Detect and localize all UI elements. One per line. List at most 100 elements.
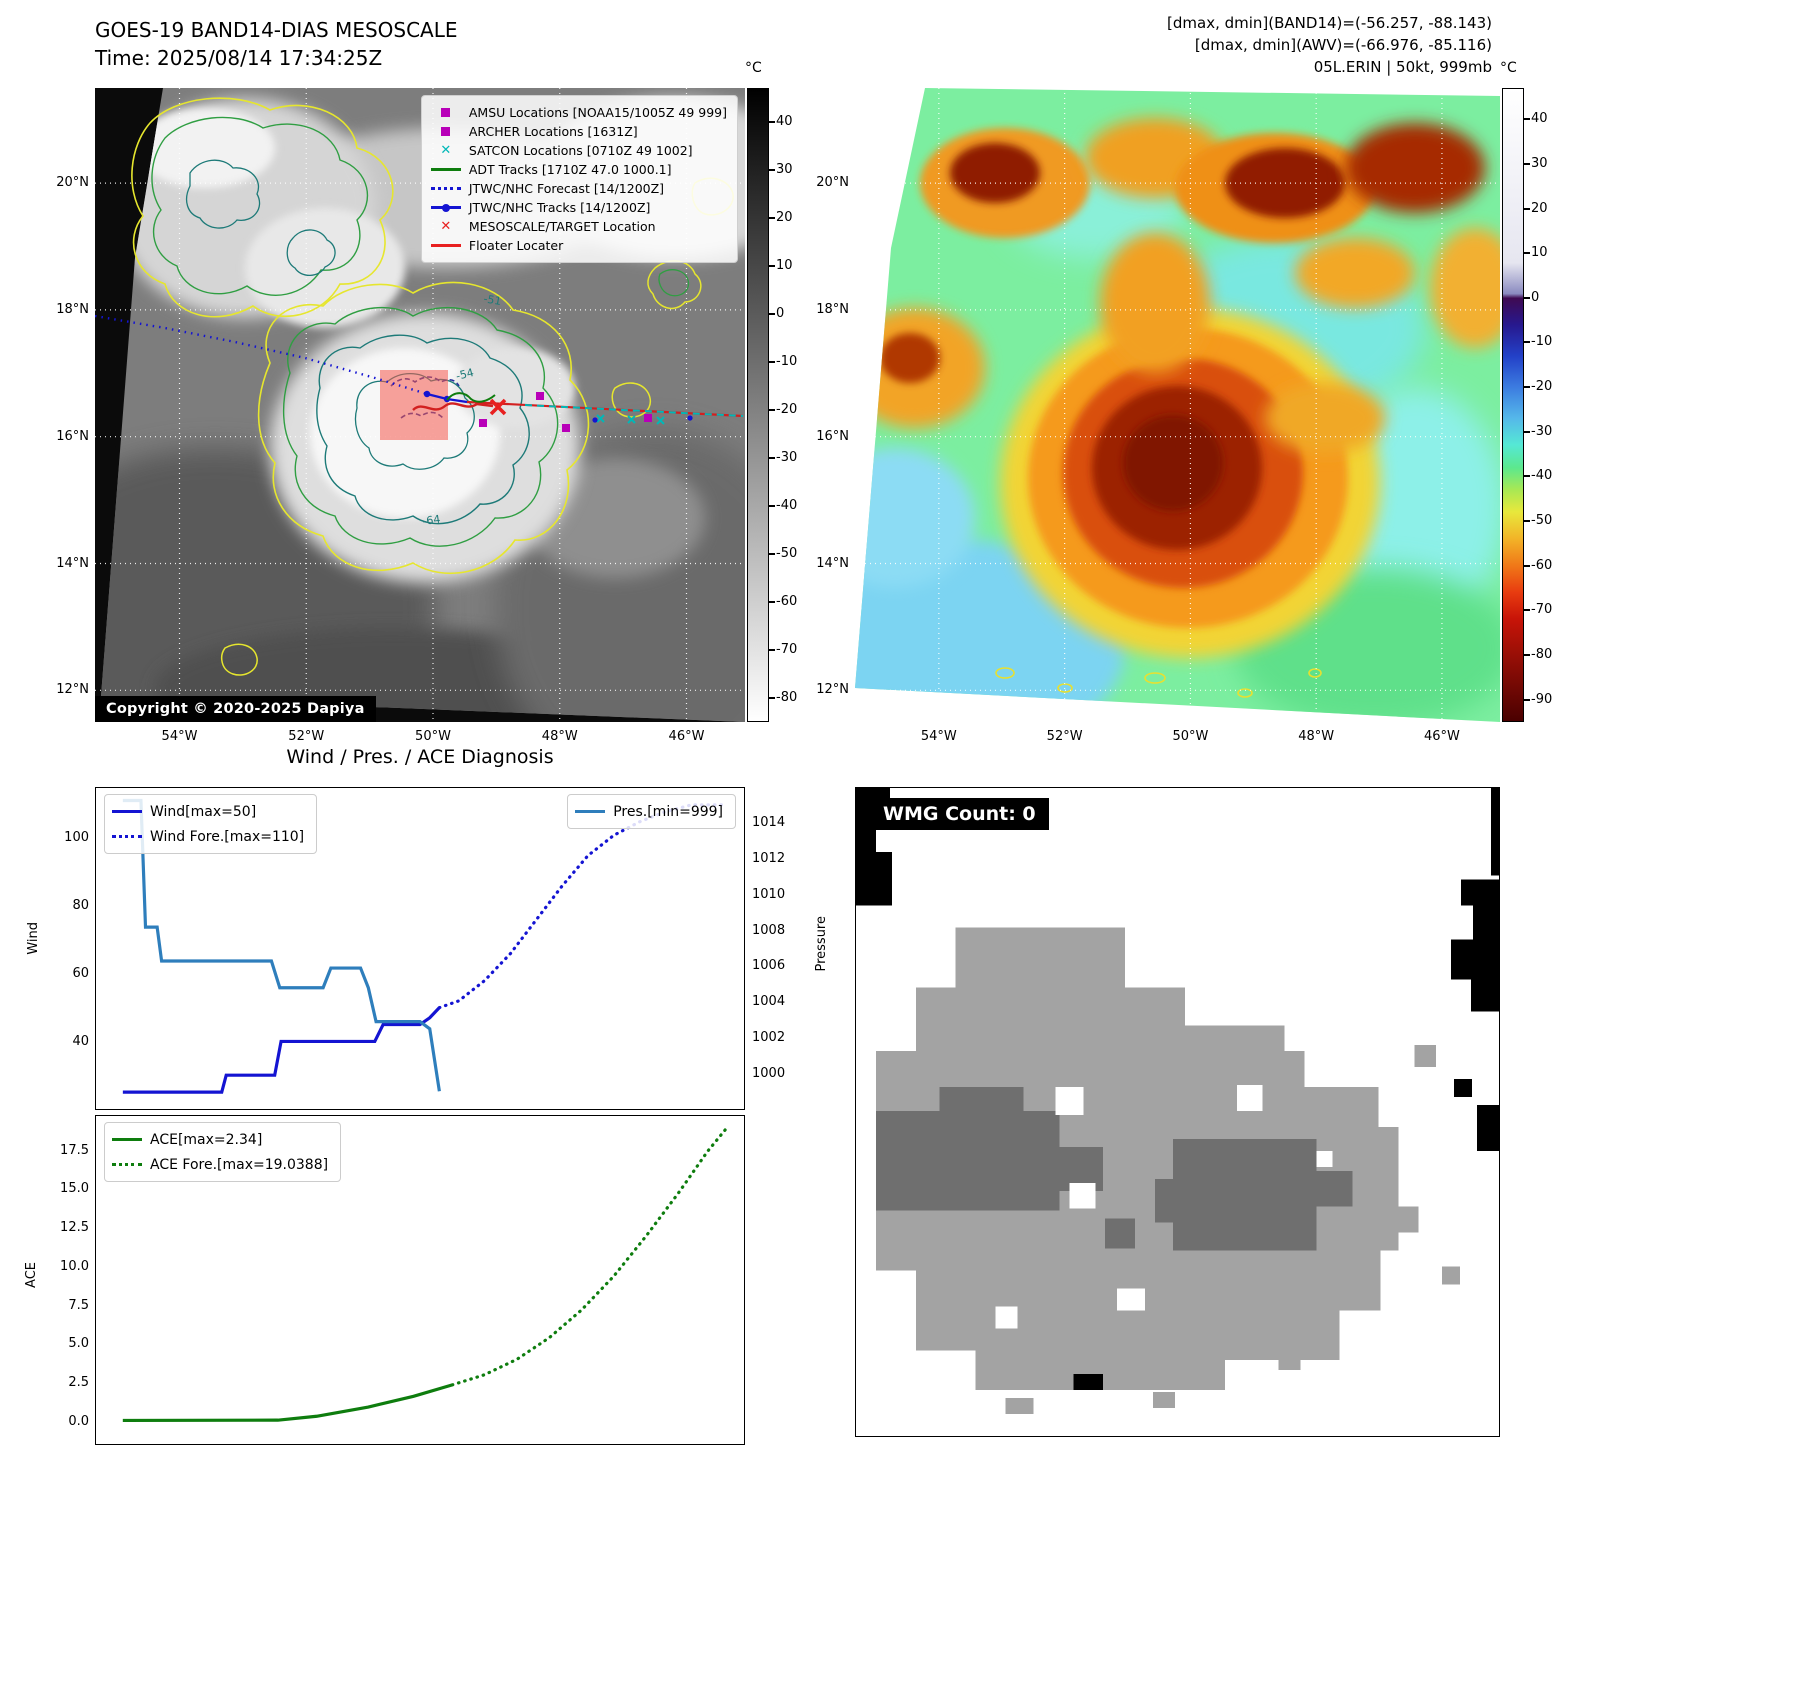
awv-satellite-image bbox=[855, 88, 1500, 722]
wind-pressure-chart: Wind[max=50] Wind Fore.[max=110] Pres.[mi… bbox=[95, 787, 745, 1110]
adt-track-line bbox=[446, 392, 496, 403]
contour-label: -54 bbox=[455, 366, 476, 383]
amsu-archer-markers bbox=[479, 392, 652, 432]
legend-item-label: Pres.[min=999] bbox=[613, 803, 723, 820]
colorbar-tick-mark bbox=[769, 120, 775, 123]
awv-colorbar-gradient bbox=[1503, 89, 1523, 721]
legend-item: ACE Fore.[max=19.0388] bbox=[111, 1152, 328, 1177]
lat-tick-label: 12°N bbox=[56, 682, 89, 698]
legend-item: JTWC/NHC Forecast [14/1200Z] bbox=[430, 179, 727, 198]
legend-item: Floater Locater bbox=[430, 236, 727, 255]
legend-item-label: ACE Fore.[max=19.0388] bbox=[150, 1156, 329, 1173]
awv-header-block: [dmax, dmin](BAND14)=(-56.257, -88.143) … bbox=[1167, 12, 1492, 78]
colorbar-tick-label: 30 bbox=[776, 161, 793, 177]
series-line bbox=[437, 803, 726, 1010]
legend-item-label: ACE[max=2.34] bbox=[150, 1131, 263, 1148]
series-line bbox=[450, 1126, 729, 1387]
colorbar-tick-label: 20 bbox=[776, 209, 793, 225]
ace-chart: ACE[max=2.34] ACE Fore.[max=19.0388] bbox=[95, 1115, 745, 1445]
lat-tick-label: 12°N bbox=[816, 682, 849, 698]
colorbar-tick-label: -30 bbox=[776, 449, 798, 465]
storm-id-intensity: 05L.ERIN | 50kt, 999mb bbox=[1313, 58, 1492, 76]
legend-item: Pres.[min=999] bbox=[574, 799, 723, 824]
band14-map-legend: AMSU Locations [NOAA15/1005Z 49 999] ARCH… bbox=[420, 95, 738, 263]
legend-item-label: JTWC/NHC Tracks [14/1200Z] bbox=[468, 200, 651, 215]
y-axis-tick-label: 1006 bbox=[752, 958, 786, 974]
mesoscale-target-box bbox=[380, 370, 448, 440]
ace-y-axis-label: ACE bbox=[24, 1262, 39, 1288]
colorbar-tick-label: -80 bbox=[776, 689, 798, 705]
y-axis-tick-label: 10.0 bbox=[60, 1258, 89, 1274]
colorbar-tick-mark bbox=[769, 504, 775, 507]
colorbar-tick-label: -80 bbox=[1531, 647, 1553, 663]
legend-item-label: Wind Fore.[max=110] bbox=[150, 828, 305, 845]
band14-title-block: GOES-19 BAND14-DIAS MESOSCALE Time: 2025… bbox=[95, 16, 458, 72]
band14-colorbar-unit: °C bbox=[745, 60, 762, 76]
colorbar-tick-mark bbox=[769, 456, 775, 459]
lat-tick-label: 16°N bbox=[816, 428, 849, 444]
lat-tick-label: 14°N bbox=[56, 555, 89, 571]
colorbar-tick-label: -20 bbox=[776, 401, 798, 417]
y-axis-tick-label: 60 bbox=[72, 966, 89, 981]
legend-item-label: MESOSCALE/TARGET Location bbox=[468, 219, 656, 234]
lat-tick-label: 16°N bbox=[56, 428, 89, 444]
wmg-count-badge: WMG Count: 0 bbox=[870, 798, 1049, 830]
y-axis-tick-label: 1010 bbox=[752, 886, 786, 902]
y-axis-tick-label: 17.5 bbox=[60, 1142, 89, 1158]
lon-tick-label: 52°W bbox=[288, 729, 325, 744]
legend-marker-dotted-icon bbox=[111, 835, 143, 838]
awv-dmax-awv: [dmax, dmin](AWV)=(-66.976, -85.116) bbox=[1194, 36, 1492, 54]
band14-map-panel: -54 -64 -51 AMSU Locations [NOAA15/1005Z… bbox=[95, 88, 745, 722]
legend-item: ADT Tracks [1710Z 47.0 1000.1] bbox=[430, 160, 727, 179]
y-axis-tick-label: 7.5 bbox=[68, 1297, 89, 1313]
legend-item-label: SATCON Locations [0710Z 49 1002] bbox=[468, 143, 693, 158]
legend-marker-x-icon: ✕ bbox=[440, 219, 452, 234]
series-line bbox=[122, 1006, 441, 1094]
band14-colorbar-gradient bbox=[748, 89, 768, 721]
colorbar-tick-mark bbox=[769, 696, 775, 699]
contour-label: -51 bbox=[482, 292, 502, 308]
colorbar-tick-mark bbox=[1524, 341, 1530, 344]
legend-marker-solid-icon bbox=[111, 1138, 143, 1141]
colorbar-tick-label: 40 bbox=[776, 113, 793, 129]
colorbar-tick-label: -60 bbox=[776, 593, 798, 609]
legend-item: ARCHER Locations [1631Z] bbox=[430, 122, 727, 141]
contour-label: -64 bbox=[422, 513, 442, 528]
legend-item-label: ARCHER Locations [1631Z] bbox=[468, 124, 638, 139]
band14-colorbar bbox=[747, 88, 769, 722]
legend-item: Wind Fore.[max=110] bbox=[111, 824, 304, 849]
satcon-x-markers bbox=[596, 414, 665, 425]
satcon-track-line bbox=[524, 404, 744, 417]
lon-tick-label: 48°W bbox=[1298, 729, 1335, 744]
colorbar-tick-mark bbox=[1524, 118, 1530, 121]
legend-marker-line-icon bbox=[430, 244, 462, 247]
legend-marker-dotted-icon bbox=[111, 1163, 143, 1166]
y-axis-tick-label: 1008 bbox=[752, 922, 786, 938]
band14-timestamp: Time: 2025/08/14 17:34:25Z bbox=[95, 46, 383, 70]
colorbar-tick-mark bbox=[769, 552, 775, 555]
legend-item: Wind[max=50] bbox=[111, 799, 304, 824]
colorbar-tick-mark bbox=[1524, 564, 1530, 567]
colorbar-tick-mark bbox=[1524, 654, 1530, 657]
legend-marker-line-dot-icon bbox=[430, 203, 462, 212]
legend-item: ACE[max=2.34] bbox=[111, 1127, 328, 1152]
y-axis-tick-label: 100 bbox=[64, 830, 89, 845]
colorbar-tick-label: -10 bbox=[1531, 334, 1553, 350]
band14-title: GOES-19 BAND14-DIAS MESOSCALE bbox=[95, 18, 458, 42]
colorbar-tick-label: -70 bbox=[1531, 602, 1553, 618]
lon-tick-label: 50°W bbox=[415, 729, 451, 744]
legend-marker-solid-icon bbox=[111, 810, 143, 813]
wmg-gaps bbox=[995, 1085, 1263, 1329]
series-line bbox=[122, 798, 441, 1092]
colorbar-tick-mark bbox=[769, 264, 775, 267]
colorbar-tick-label: -20 bbox=[1531, 379, 1553, 395]
jtwc-track-point bbox=[687, 415, 693, 421]
legend-marker-dotted-icon bbox=[430, 187, 462, 190]
colorbar-tick-mark bbox=[1524, 698, 1530, 701]
wmg-coverage-map bbox=[856, 788, 1499, 1436]
legend-item: AMSU Locations [NOAA15/1005Z 49 999] bbox=[430, 103, 727, 122]
jtwc-track-point bbox=[423, 390, 431, 398]
lon-tick-label: 46°W bbox=[668, 729, 705, 744]
pressure-legend: Pres.[min=999] bbox=[567, 794, 736, 829]
copyright-label: Copyright © 2020-2025 Dapiya bbox=[95, 696, 376, 722]
